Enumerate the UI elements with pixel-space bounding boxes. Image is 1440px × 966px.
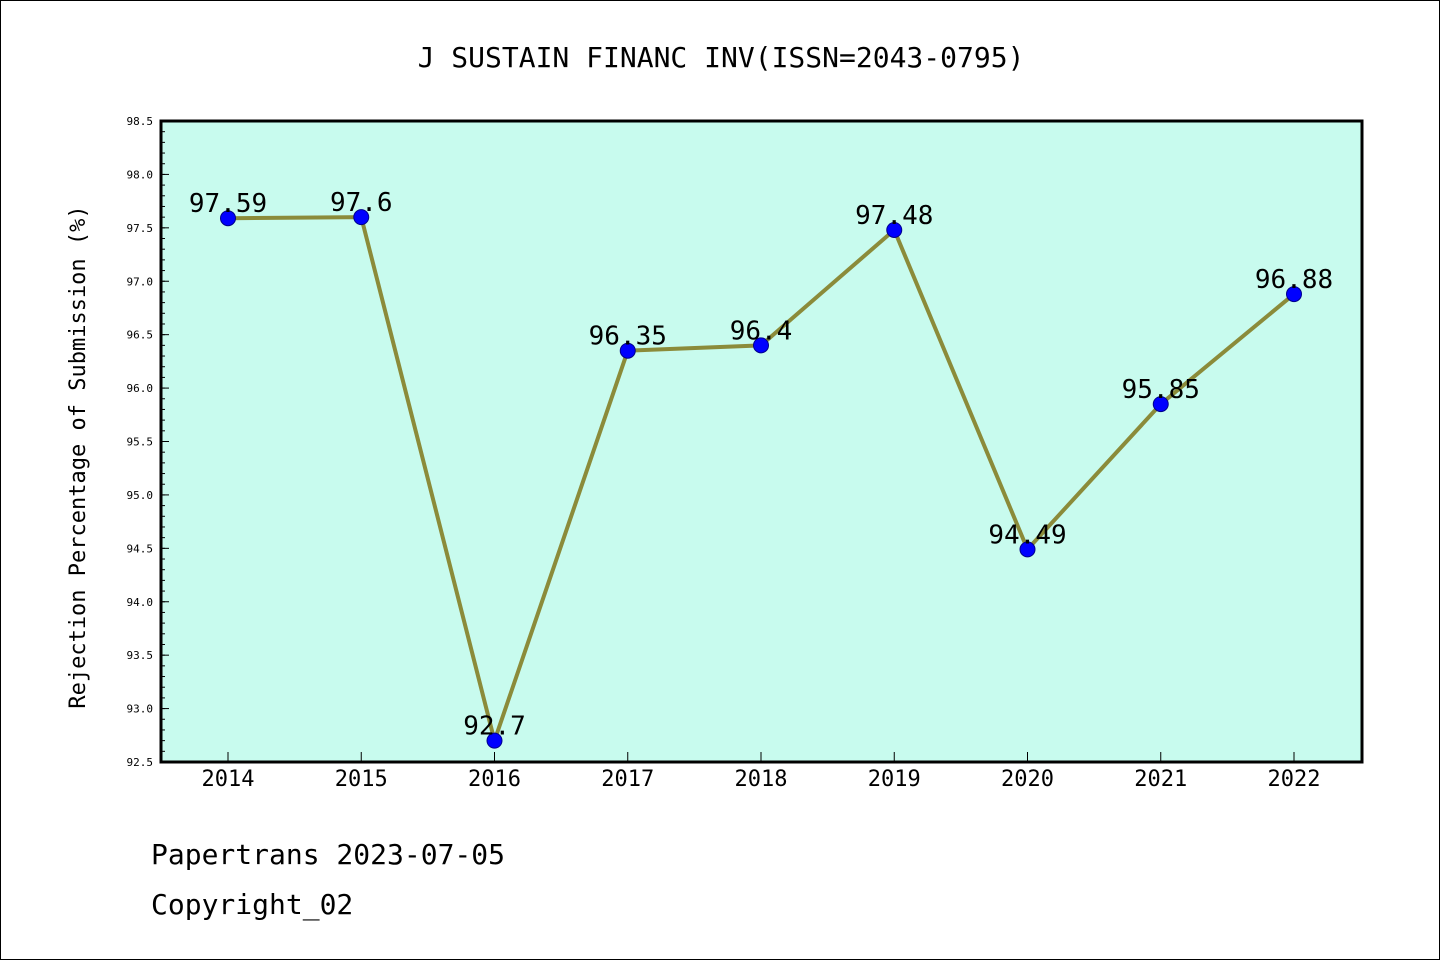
y-tick-label: 96.5 xyxy=(127,329,154,342)
y-tick-label: 93.5 xyxy=(127,649,154,662)
y-axis: 92.5 93.0 93.5 94.0 94.5 95.0 95.5 96.0 96.5 97.0… xyxy=(127,115,169,769)
data-label: 97.6 xyxy=(330,188,393,218)
data-label: 94.49 xyxy=(988,520,1066,550)
data-label: 96.35 xyxy=(589,322,667,352)
data-label: 97.48 xyxy=(855,201,933,231)
chart-title: J SUSTAIN FINANC INV(ISSN=2043-0795) xyxy=(418,41,1025,74)
x-tick-label: 2021 xyxy=(1134,767,1187,792)
footer-copyright: Copyright_02 xyxy=(151,888,353,922)
x-tick-label: 2015 xyxy=(335,767,388,792)
data-label: 97.59 xyxy=(189,189,267,219)
y-axis-label: Rejection Percentage of Submission (%) xyxy=(66,205,91,708)
data-label: 95.85 xyxy=(1122,375,1200,405)
y-tick-label: 93.0 xyxy=(127,703,154,716)
data-label: 96.88 xyxy=(1255,265,1333,295)
y-tick-label: 92.5 xyxy=(127,756,154,769)
data-point xyxy=(886,221,903,238)
x-tick-label: 2019 xyxy=(868,767,921,792)
x-axis: 2014 2015 2016 2017 2018 2019 2020 2021 2022 xyxy=(202,752,1321,792)
data-point xyxy=(1019,541,1036,558)
data-point xyxy=(1286,286,1302,303)
y-tick-label: 94.0 xyxy=(127,596,154,609)
y-tick-label: 95.5 xyxy=(127,436,154,449)
y-tick-label: 94.5 xyxy=(127,542,154,555)
plot-area xyxy=(159,119,1364,764)
y-tick-label: 97.5 xyxy=(127,222,154,235)
x-tick-label: 2017 xyxy=(601,767,654,792)
data-label: 96.4 xyxy=(730,316,793,346)
footer-date: Papertrans 2023-07-05 xyxy=(151,838,505,871)
x-tick-label: 2022 xyxy=(1268,767,1321,792)
data-point xyxy=(1152,396,1169,413)
data-label: 92.7 xyxy=(463,712,526,742)
y-tick-label: 96.0 xyxy=(127,382,154,395)
data-point xyxy=(353,209,370,226)
data-labels: 97.59 97.6 92.7 96.35 96.4 97.48 94.49 95.85 96.… xyxy=(189,188,1333,741)
data-markers xyxy=(220,209,1302,749)
x-tick-label: 2020 xyxy=(1001,767,1054,792)
y-tick-label: 98.5 xyxy=(127,115,154,128)
y-tick-label: 98.0 xyxy=(127,168,154,181)
x-tick-label: 2018 xyxy=(735,767,788,792)
y-tick-label: 97.0 xyxy=(127,275,154,288)
y-tick-label: 95.0 xyxy=(127,489,154,502)
x-tick-label: 2016 xyxy=(468,767,521,792)
x-tick-label: 2014 xyxy=(202,767,255,792)
data-point xyxy=(753,337,769,354)
data-point xyxy=(486,732,503,749)
data-point xyxy=(220,210,236,227)
data-point xyxy=(619,342,636,359)
